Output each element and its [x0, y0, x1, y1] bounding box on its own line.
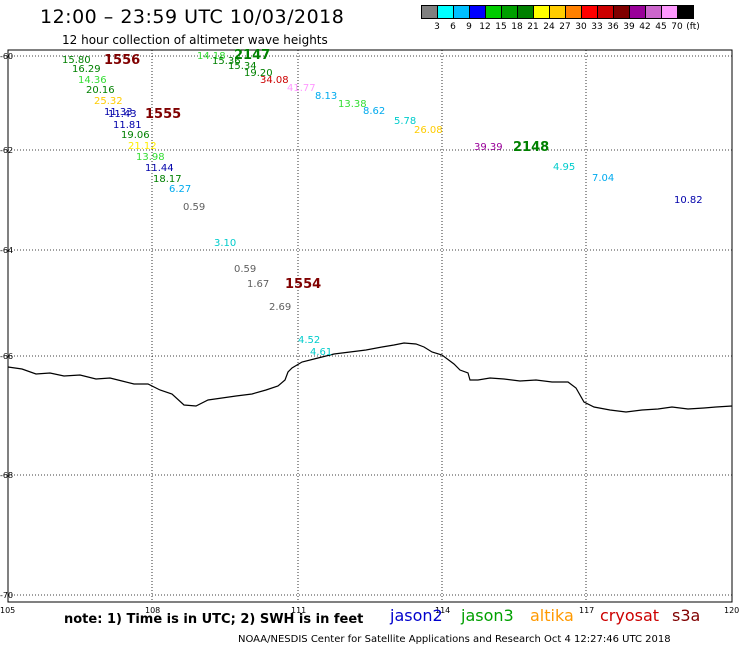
- wave-height-value: 1.67: [247, 279, 269, 290]
- color-scale-label: 39: [623, 22, 635, 32]
- satellite-legend-jason3: jason3: [461, 606, 514, 625]
- wave-height-value: 13.38: [338, 99, 367, 110]
- satellite-legend-jason2: jason2: [390, 606, 443, 625]
- track-number-label: 2148: [513, 140, 549, 155]
- wave-height-value: 5.78: [394, 116, 416, 127]
- color-scale-label: 18: [511, 22, 523, 32]
- color-scale-label: 27: [559, 22, 571, 32]
- antarctic-coastline: [7, 342, 733, 413]
- color-scale-label: 9: [466, 22, 472, 32]
- wave-height-value: 18.17: [153, 174, 182, 185]
- wave-height-value: 19.20: [244, 68, 273, 79]
- track-number-label: 2147: [234, 48, 270, 63]
- wave-height-value: 13.98: [136, 152, 165, 163]
- wave-height-value: 14.36: [78, 75, 107, 86]
- color-scale-cell: [677, 5, 694, 19]
- latitude-label: -62: [0, 146, 13, 155]
- longitude-labels: 105 108 111 114 117 120: [0, 606, 739, 615]
- wave-height-value: 15.36: [212, 56, 241, 67]
- wave-height-value: 4.52: [298, 335, 320, 346]
- wave-height-value: 25.32: [94, 96, 123, 107]
- wave-height-value: 6.27: [169, 184, 191, 195]
- wave-height-value: 0.59: [234, 264, 256, 275]
- track-number-label: 1555: [145, 107, 181, 122]
- latitude-label: -68: [0, 471, 13, 480]
- longitude-label: 117: [579, 606, 594, 615]
- map-frame: [7, 49, 733, 603]
- wave-height-value: 11.33: [104, 107, 133, 118]
- satellite-legend-altika: altika: [530, 606, 574, 625]
- color-scale-label: 33: [591, 22, 603, 32]
- wave-height-value: 8.62: [363, 106, 385, 117]
- wave-height-value: 16.29: [72, 64, 101, 75]
- longitude-label: 105: [0, 606, 15, 615]
- color-scale-label: 70: [671, 22, 683, 32]
- color-scale-label: 36: [607, 22, 619, 32]
- wave-height-value: 3.10: [214, 238, 236, 249]
- wave-height-value: 20.16: [86, 85, 115, 96]
- wave-height-color-scale: [421, 5, 694, 19]
- wave-height-value: 2.69: [269, 302, 291, 313]
- wave-height-value: 11.81: [113, 120, 142, 131]
- wave-height-value: 11.44: [145, 163, 174, 174]
- satellite-legend-s3a: s3a: [672, 606, 701, 625]
- latitude-label: -60: [0, 52, 13, 61]
- wave-height-value: 7.04: [592, 173, 614, 184]
- color-scale-label: (ft): [686, 22, 700, 32]
- wave-height-value: 14.18: [197, 51, 226, 62]
- color-scale-label: 15: [495, 22, 507, 32]
- wave-height-value: 0.59: [183, 202, 205, 213]
- footer-note: note: 1) Time is in UTC; 2) SWH is in fe…: [64, 612, 364, 627]
- wave-height-value: 4.61: [310, 347, 332, 358]
- latitude-labels: -60 -62 -64 -66 -68 -70: [0, 52, 13, 600]
- wave-height-value: 26.08: [414, 125, 443, 136]
- wave-height-value: 11.43: [108, 109, 137, 120]
- credit-line: NOAA/NESDIS Center for Satellite Applica…: [238, 634, 671, 645]
- color-scale-labels: 3 6 9 12 15 18 21 24 27 30 33 36 39 42 45 70 (ft): [421, 22, 740, 34]
- wave-height-value: 15.80: [62, 55, 91, 66]
- wave-height-observations: 15.8016.2914.3620.1625.3211.3311.4311.81…: [62, 51, 703, 358]
- color-scale-label: 30: [575, 22, 587, 32]
- color-scale-label: 42: [639, 22, 651, 32]
- wave-height-value: 15.34: [228, 61, 257, 72]
- track-number-label: 1554: [285, 277, 321, 292]
- track-number-label: 1556: [104, 53, 140, 68]
- color-scale-label: 24: [543, 22, 555, 32]
- map-subtitle: 12 hour collection of altimeter wave hei…: [62, 33, 328, 47]
- latitude-label: -64: [0, 246, 13, 255]
- wave-height-value: 10.82: [674, 195, 703, 206]
- track-labels: 1556 1555 1554 2147 2148: [104, 48, 549, 292]
- wave-height-value: 19.06: [121, 130, 150, 141]
- color-scale-label: 45: [655, 22, 667, 32]
- wave-height-value: 41.77: [287, 83, 316, 94]
- color-scale-label: 21: [527, 22, 539, 32]
- wave-height-value: 39.39: [474, 142, 503, 153]
- grid-lines: [7, 50, 733, 602]
- latitude-label: -66: [0, 352, 13, 361]
- wave-height-value: 21.12: [128, 141, 157, 152]
- wave-height-value: 4.95: [553, 162, 575, 173]
- color-scale-label: 12: [479, 22, 491, 32]
- latitude-label: -70: [0, 591, 13, 600]
- color-scale-label: 3: [434, 22, 440, 32]
- map-title: 12:00 – 23:59 UTC 10/03/2018: [40, 6, 345, 28]
- wave-height-value: 34.08: [260, 75, 289, 86]
- longitude-label: 111: [291, 606, 306, 615]
- longitude-label: 108: [145, 606, 160, 615]
- color-scale-label: 6: [450, 22, 456, 32]
- longitude-label: 114: [435, 606, 450, 615]
- satellite-legend-cryosat: cryosat: [600, 606, 660, 625]
- wave-height-value: 8.13: [315, 91, 337, 102]
- longitude-label: 120: [724, 606, 739, 615]
